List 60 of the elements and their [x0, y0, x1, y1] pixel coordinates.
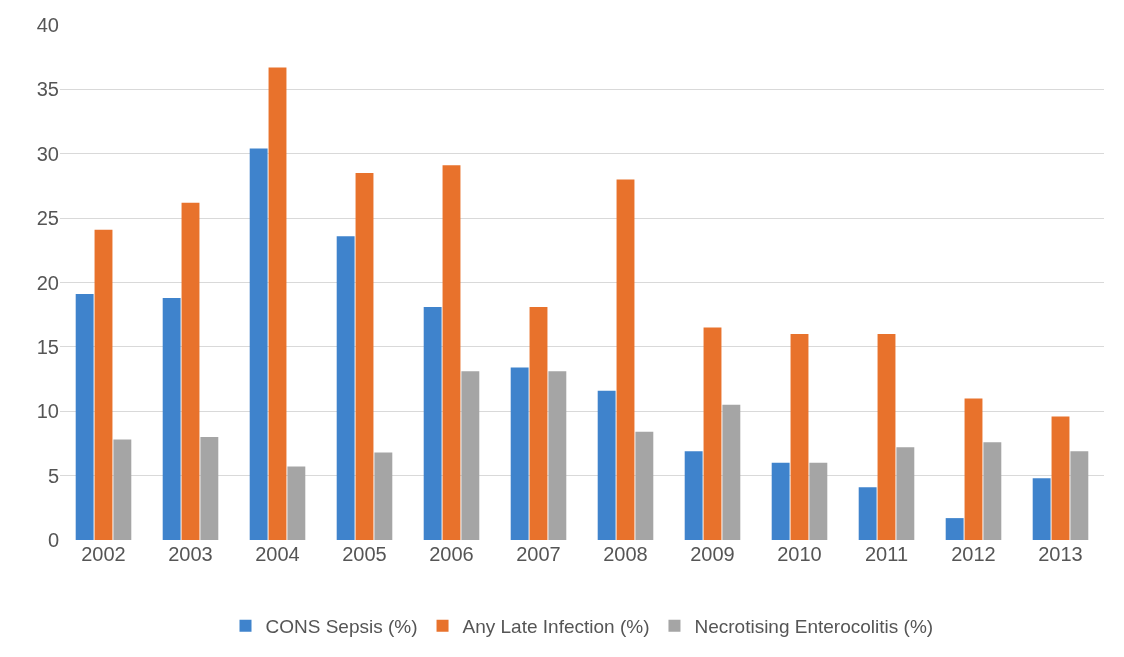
x-tick-label: 2012: [951, 543, 996, 565]
bar: [896, 447, 915, 540]
bar: [1032, 478, 1051, 540]
bar: [461, 371, 480, 540]
bar: [249, 148, 268, 540]
bar: [529, 306, 548, 540]
bar: [597, 390, 616, 540]
y-tick-label: 15: [36, 335, 59, 358]
x-tick-label: 2006: [429, 543, 474, 565]
bar: [771, 462, 790, 540]
bar: [181, 202, 200, 540]
y-tick-label: 10: [36, 400, 59, 423]
bar: [268, 67, 287, 540]
x-tick-label: 2013: [1038, 543, 1083, 565]
bar: [809, 462, 828, 540]
x-tick-label: 2008: [603, 543, 648, 565]
bar: [945, 518, 964, 540]
bar: [722, 404, 741, 540]
x-tick-label: 2004: [255, 543, 300, 565]
legend-label: Necrotising Enterocolitis (%): [694, 616, 934, 638]
bar: [858, 487, 877, 540]
legend-label: CONS Sepsis (%): [265, 616, 418, 638]
y-tick-label: 25: [36, 207, 59, 230]
bar: [442, 165, 461, 540]
bar: [877, 334, 896, 540]
y-tick-label: 0: [47, 529, 59, 551]
legend-label: Any Late Infection (%): [462, 616, 650, 638]
bar: [336, 236, 355, 540]
bar: [423, 306, 442, 540]
bar: [510, 367, 529, 540]
bar: [1070, 451, 1089, 540]
bar: [1051, 416, 1070, 540]
x-tick-label: 2005: [342, 543, 387, 565]
y-tick-label: 5: [47, 464, 59, 487]
bar: [355, 173, 374, 540]
bar: [75, 294, 94, 540]
y-tick-label: 40: [36, 14, 59, 36]
bar: [200, 437, 219, 540]
bar: [983, 442, 1002, 540]
x-tick-label: 2003: [168, 543, 213, 565]
bar: [703, 327, 722, 540]
y-tick-label: 35: [36, 78, 59, 101]
x-tick-label: 2007: [516, 543, 561, 565]
bar: [635, 431, 654, 540]
y-tick-label: 30: [36, 142, 59, 165]
bar: [684, 451, 703, 540]
bar: [287, 466, 306, 540]
bar: [548, 371, 567, 540]
bar: [964, 398, 983, 540]
x-tick-label: 2010: [777, 543, 822, 565]
bar: [790, 334, 809, 540]
bar: [616, 179, 635, 540]
y-tick-label: 20: [36, 271, 59, 294]
x-tick-label: 2011: [864, 543, 909, 565]
bar: [374, 452, 393, 540]
bar: [162, 297, 181, 540]
bar: [94, 229, 113, 540]
bar: [113, 439, 132, 540]
x-tick-label: 2009: [690, 543, 735, 565]
x-tick-label: 2002: [81, 543, 126, 565]
